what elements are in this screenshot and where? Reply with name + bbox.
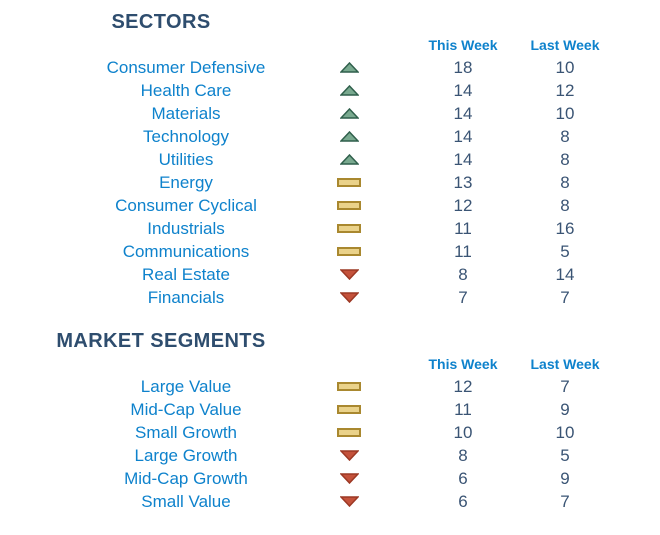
this-week-value: 6 xyxy=(458,468,468,488)
row-label[interactable]: Health Care xyxy=(140,80,232,100)
last-week-value: 9 xyxy=(560,399,570,419)
row-label[interactable]: Real Estate xyxy=(142,264,230,284)
last-week-value: 7 xyxy=(560,376,570,396)
this-week-value: 8 xyxy=(458,445,468,465)
this-week-value: 12 xyxy=(453,376,473,396)
triangle-down-icon xyxy=(332,269,366,280)
row-label[interactable]: Materials xyxy=(151,103,221,123)
table-row: Large Growth 8 5 xyxy=(0,444,660,467)
table-row: Materials 14 10 xyxy=(0,102,660,125)
row-label[interactable]: Financials xyxy=(147,287,225,307)
this-week-value: 11 xyxy=(454,399,472,419)
table-row: Consumer Defensive 18 10 xyxy=(0,56,660,79)
triangle-up-icon xyxy=(332,131,366,142)
row-label[interactable]: Large Growth xyxy=(134,445,238,465)
last-week-value: 10 xyxy=(555,422,575,442)
row-label[interactable]: Small Growth xyxy=(134,422,238,442)
this-week-value: 14 xyxy=(453,80,473,100)
triangle-down-icon xyxy=(332,496,366,507)
this-week-value: 14 xyxy=(453,103,473,123)
this-week-value: 7 xyxy=(458,287,468,307)
table-row: Energy 13 8 xyxy=(0,171,660,194)
table-row: Financials 7 7 xyxy=(0,286,660,309)
last-week-value: 9 xyxy=(560,468,570,488)
dash-flat-icon xyxy=(332,428,366,437)
this-week-value: 8 xyxy=(458,264,468,284)
table-row: Technology 14 8 xyxy=(0,125,660,148)
row-label[interactable]: Consumer Cyclical xyxy=(115,195,257,215)
dash-flat-icon xyxy=(332,405,366,414)
triangle-down-icon xyxy=(332,450,366,461)
last-week-value: 14 xyxy=(555,264,575,284)
table-row: Small Growth 10 10 xyxy=(0,421,660,444)
this-week-value: 18 xyxy=(453,57,473,77)
table-row: Large Value 12 7 xyxy=(0,375,660,398)
last-week-column-header: Last Week xyxy=(530,356,600,372)
table-row: Industrials 11 16 xyxy=(0,217,660,240)
last-week-value: 16 xyxy=(555,218,575,238)
table-row: Mid-Cap Value 11 9 xyxy=(0,398,660,421)
table-row: Health Care 14 12 xyxy=(0,79,660,102)
row-label[interactable]: Energy xyxy=(159,172,213,192)
dash-flat-icon xyxy=(332,178,366,187)
last-week-value: 8 xyxy=(560,195,570,215)
table-row: Small Value 6 7 xyxy=(0,490,660,513)
this-week-value: 6 xyxy=(458,491,468,511)
triangle-up-icon xyxy=(332,85,366,96)
this-week-value: 13 xyxy=(453,172,473,192)
this-week-value: 11 xyxy=(454,218,472,238)
dash-flat-icon xyxy=(332,224,366,233)
row-label[interactable]: Industrials xyxy=(147,218,225,238)
this-week-value: 11 xyxy=(454,241,472,261)
section-title: SECTORS xyxy=(111,11,211,33)
section-sectors: SECTORS This Week Last Week Consumer Defens… xyxy=(0,11,660,309)
this-week-value: 14 xyxy=(453,126,473,146)
table-row: Consumer Cyclical 12 8 xyxy=(0,194,660,217)
triangle-up-icon xyxy=(332,154,366,165)
column-header-row: This Week Last Week xyxy=(0,34,660,56)
this-week-value: 12 xyxy=(453,195,473,215)
table-row: Real Estate 8 14 xyxy=(0,263,660,286)
dash-flat-icon xyxy=(332,382,366,391)
last-week-value: 10 xyxy=(555,103,575,123)
this-week-value: 10 xyxy=(453,422,473,442)
triangle-down-icon xyxy=(332,292,366,303)
table-row: Communications 11 5 xyxy=(0,240,660,263)
this-week-column-header: This Week xyxy=(428,37,498,53)
last-week-value: 5 xyxy=(560,241,570,261)
section-title: MARKET SEGMENTS xyxy=(56,330,266,352)
section-market-segments: MARKET SEGMENTS This Week Last Week Large V… xyxy=(0,330,660,513)
dash-flat-icon xyxy=(332,201,366,210)
last-week-value: 8 xyxy=(560,172,570,192)
row-label[interactable]: Mid-Cap Growth xyxy=(124,468,248,488)
triangle-up-icon xyxy=(332,108,366,119)
dash-flat-icon xyxy=(332,247,366,256)
row-label[interactable]: Utilities xyxy=(158,149,214,169)
column-header-row: This Week Last Week xyxy=(0,353,660,375)
this-week-column-header: This Week xyxy=(428,356,498,372)
this-week-value: 14 xyxy=(453,149,473,169)
last-week-value: 7 xyxy=(560,491,570,511)
last-week-column-header: Last Week xyxy=(530,37,600,53)
table-row: Utilities 14 8 xyxy=(0,148,660,171)
triangle-down-icon xyxy=(332,473,366,484)
row-label[interactable]: Consumer Defensive xyxy=(106,57,266,77)
last-week-value: 12 xyxy=(555,80,575,100)
row-label[interactable]: Large Value xyxy=(140,376,232,396)
row-label[interactable]: Mid-Cap Value xyxy=(130,399,242,419)
last-week-value: 8 xyxy=(560,126,570,146)
last-week-value: 5 xyxy=(560,445,570,465)
last-week-value: 10 xyxy=(555,57,575,77)
table-row: Mid-Cap Growth 6 9 xyxy=(0,467,660,490)
row-label[interactable]: Communications xyxy=(122,241,250,261)
triangle-up-icon xyxy=(332,62,366,73)
last-week-value: 8 xyxy=(560,149,570,169)
row-label[interactable]: Small Value xyxy=(141,491,231,511)
row-label[interactable]: Technology xyxy=(142,126,229,146)
last-week-value: 7 xyxy=(560,287,570,307)
